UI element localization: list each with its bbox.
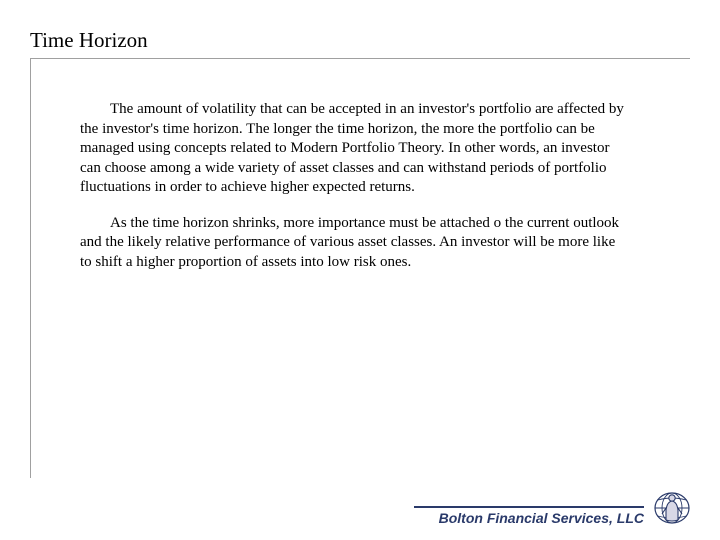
paragraph: The amount of volatility that can be acc… — [80, 100, 630, 198]
page-title: Time Horizon — [30, 28, 148, 53]
footer: Bolton Financial Services, LLC — [414, 490, 692, 526]
footer-text-block: Bolton Financial Services, LLC — [414, 506, 644, 526]
footer-company: Bolton Financial Services, LLC — [439, 510, 644, 526]
paragraph: As the time horizon shrinks, more import… — [80, 214, 630, 273]
body-text: The amount of volatility that can be acc… — [80, 100, 630, 288]
vertical-rule — [30, 58, 31, 478]
horizontal-rule — [30, 58, 690, 59]
footer-rule — [414, 506, 644, 508]
company-logo-icon — [652, 490, 692, 526]
